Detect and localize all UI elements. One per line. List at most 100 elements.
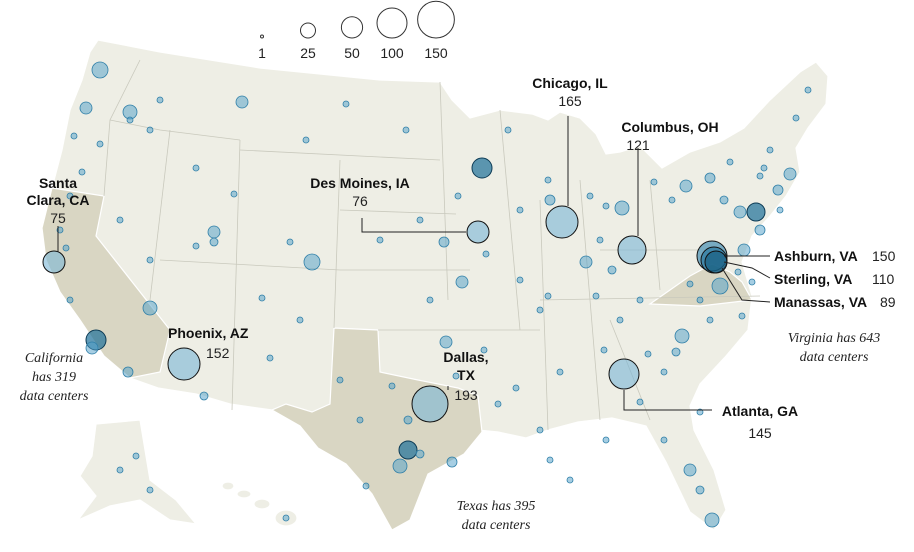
leader-sterling	[723, 261, 771, 279]
data-center-bubble	[754, 224, 766, 236]
data-center-bubble	[776, 206, 784, 214]
data-center-bubble	[602, 436, 610, 444]
data-center-bubble	[737, 243, 751, 257]
label-sterling: Sterling, VA	[774, 271, 852, 287]
label-manassas: Manassas, VA	[774, 294, 867, 310]
count-sterling: 110	[872, 271, 895, 287]
data-center-bubble	[660, 368, 668, 376]
label-chicago: Chicago, IL	[532, 75, 608, 91]
alaska-shape	[76, 419, 198, 525]
label-columbus: Columbus, OH	[621, 119, 718, 135]
legend-circle-100	[376, 7, 408, 39]
data-center-bubble	[734, 268, 742, 276]
data-center-bubble	[207, 225, 221, 239]
data-center-bubble	[439, 335, 453, 349]
data-center-bubble	[660, 436, 668, 444]
data-center-bubble	[342, 100, 350, 108]
leader-atlanta	[623, 390, 712, 411]
data-center-bubble	[146, 126, 154, 134]
data-center-bubble	[230, 190, 238, 198]
data-center-bubble	[286, 238, 294, 246]
size-legend: 1 25 50 100 150	[258, 0, 455, 61]
data-center-bubble	[356, 416, 364, 424]
data-center-bubble	[738, 312, 746, 320]
data-center-bubble	[706, 316, 714, 324]
data-center-bubble	[70, 132, 78, 140]
hawaii-shapes	[221, 481, 298, 527]
texas-shape	[270, 327, 483, 531]
data-center-bubble	[614, 200, 630, 216]
data-center-bubble	[303, 253, 321, 271]
count-atlanta: 145	[748, 425, 772, 441]
legend-label-150: 150	[424, 45, 448, 61]
data-center-bubble	[636, 296, 644, 304]
data-center-bubble	[792, 114, 800, 122]
note-california: California has 319 data centers	[20, 351, 89, 404]
hub-dallas[interactable]	[411, 385, 449, 423]
data-center-bubble	[362, 482, 370, 490]
hub-phoenix[interactable]	[167, 347, 201, 381]
data-center-bubble	[592, 292, 600, 300]
data-center-bubble	[62, 244, 70, 252]
data-center-bubble	[674, 328, 690, 344]
data-center-bubble	[96, 140, 104, 148]
data-center-bubble	[600, 346, 608, 354]
leader-manassas	[721, 267, 771, 303]
data-center-bubble	[266, 354, 274, 362]
data-center-bubble	[132, 452, 140, 460]
count-ashburn: 150	[872, 248, 896, 264]
data-center-bubble	[544, 176, 552, 184]
data-center-bubble	[566, 476, 574, 484]
data-center-bubble	[772, 184, 784, 196]
count-manassas: 89	[880, 294, 896, 310]
label-dallas-line2: TX	[457, 367, 476, 383]
state-borders	[103, 59, 761, 431]
leader-des-moines	[361, 218, 466, 233]
data-center-bubble	[696, 296, 704, 304]
hub-markers	[42, 116, 771, 423]
data-center-bubble	[679, 179, 693, 193]
hub-santa-clara[interactable]	[42, 250, 66, 274]
data-center-bubble	[146, 256, 154, 264]
data-center-bubble	[704, 512, 720, 528]
data-center-bubble	[686, 280, 694, 288]
data-center-bubble	[719, 195, 729, 205]
data-center-bubble	[66, 192, 74, 200]
note-texas: Texas has 395 data centers	[457, 499, 536, 533]
data-center-bubble	[66, 296, 74, 304]
legend-circle-25	[300, 22, 316, 39]
data-center-bubble	[544, 194, 556, 206]
label-dallas-line1: Dallas,	[443, 349, 488, 365]
data-center-bubble	[607, 265, 617, 275]
data-center-bubble	[746, 202, 766, 222]
data-center-bubble	[480, 346, 488, 354]
data-center-bubble	[402, 126, 410, 134]
data-center-bubble	[452, 372, 460, 380]
hub-des-moines[interactable]	[466, 220, 490, 244]
legend-circle-50	[340, 16, 364, 39]
hub-chicago[interactable]	[545, 205, 579, 239]
data-center-bubble	[126, 116, 134, 124]
count-columbus: 121	[626, 137, 650, 153]
hub-labels: Santa Clara, CA 75 Des Moines, IA 76 Chi…	[26, 75, 895, 441]
data-center-bubble	[711, 277, 729, 295]
data-center-bubble	[199, 391, 209, 401]
hub-manassas[interactable]	[704, 250, 728, 274]
data-center-bubble	[650, 178, 658, 186]
hub-atlanta[interactable]	[608, 358, 640, 390]
label-atlanta: Atlanta, GA	[722, 403, 798, 419]
legend-circle-1	[260, 34, 264, 39]
data-center-bubble	[733, 205, 747, 219]
count-santa-clara: 75	[50, 210, 66, 226]
data-center-bubble	[192, 164, 200, 172]
data-center-bubble	[438, 236, 450, 248]
data-center-bubble	[398, 440, 418, 460]
label-santa-clara-line2: Clara, CA	[26, 192, 89, 208]
data-center-bubble	[602, 202, 610, 210]
data-center-bubble	[556, 368, 564, 376]
data-center-bubble	[748, 278, 756, 286]
data-center-bubble	[116, 216, 124, 224]
data-center-bubble	[79, 101, 93, 115]
hub-columbus[interactable]	[617, 235, 647, 265]
